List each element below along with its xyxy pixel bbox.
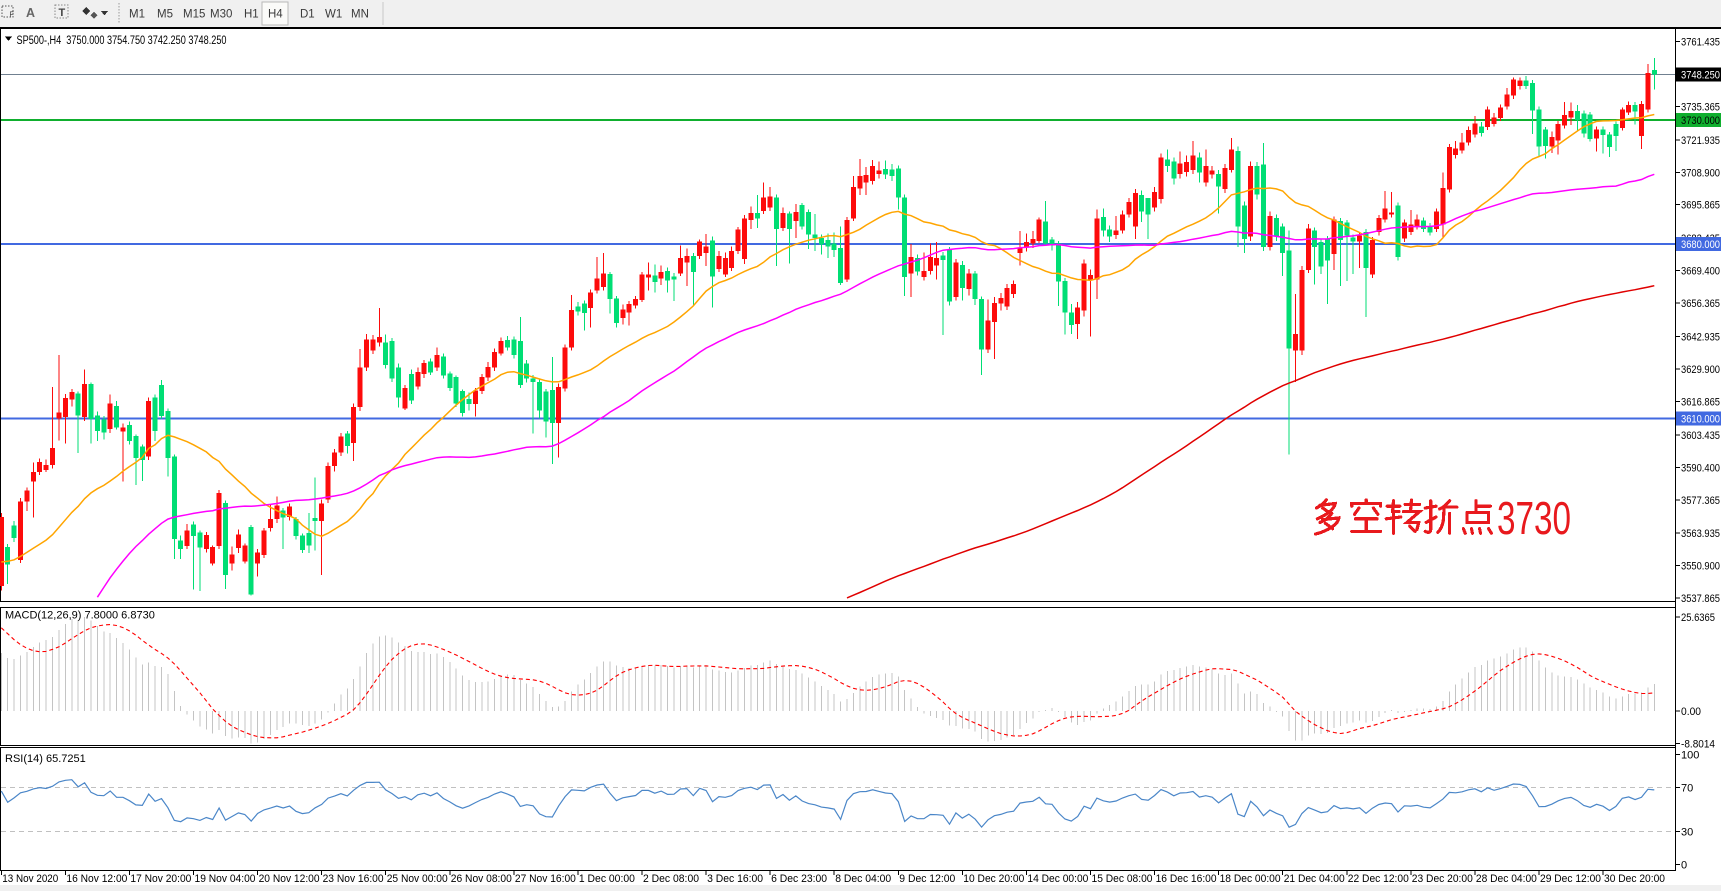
svg-text:T: T (59, 7, 66, 19)
svg-text:16 Nov 12:00: 16 Nov 12:00 (66, 873, 127, 885)
svg-text:3563.935: 3563.935 (1681, 528, 1720, 540)
svg-text:13 Nov 2020: 13 Nov 2020 (2, 873, 58, 885)
svg-text:3721.935: 3721.935 (1681, 135, 1720, 147)
svg-text:17 Nov 20:00: 17 Nov 20:00 (130, 873, 191, 885)
svg-text:M30: M30 (210, 9, 232, 21)
svg-text:30 Dec 20:00: 30 Dec 20:00 (1604, 873, 1665, 885)
svg-text:3669.400: 3669.400 (1681, 266, 1720, 278)
svg-text:18 Dec 00:00: 18 Dec 00:00 (1220, 873, 1281, 885)
svg-text:M1: M1 (129, 9, 145, 21)
svg-text:3730.000: 3730.000 (1681, 115, 1720, 127)
svg-text:15 Dec 08:00: 15 Dec 08:00 (1092, 873, 1153, 885)
svg-text:16 Dec 16:00: 16 Dec 16:00 (1156, 873, 1217, 885)
svg-text:20 Nov 12:00: 20 Nov 12:00 (259, 873, 320, 885)
svg-text:3656.365: 3656.365 (1681, 298, 1720, 310)
svg-text:MN: MN (351, 9, 369, 21)
svg-text:8 Dec 04:00: 8 Dec 04:00 (835, 873, 891, 885)
svg-text:100: 100 (1681, 750, 1699, 762)
svg-text:3642.935: 3642.935 (1681, 332, 1720, 344)
svg-text:21 Dec 04:00: 21 Dec 04:00 (1284, 873, 1345, 885)
svg-text:0.00: 0.00 (1681, 706, 1701, 718)
svg-text:3730: 3730 (1497, 492, 1571, 544)
svg-text:30: 30 (1681, 827, 1693, 839)
svg-text:26 Nov 08:00: 26 Nov 08:00 (451, 873, 512, 885)
svg-text:3708.900: 3708.900 (1681, 167, 1720, 179)
svg-text:3629.900: 3629.900 (1681, 364, 1720, 376)
svg-text:F: F (10, 12, 14, 19)
svg-text:3695.865: 3695.865 (1681, 200, 1720, 212)
svg-text:MACD(12,26,9) 7.8000 6.8730: MACD(12,26,9) 7.8000 6.8730 (5, 610, 155, 622)
svg-text:-8.8014: -8.8014 (1681, 738, 1715, 750)
svg-text:23 Dec 20:00: 23 Dec 20:00 (1412, 873, 1473, 885)
svg-text:14 Dec 00:00: 14 Dec 00:00 (1027, 873, 1088, 885)
svg-text:2 Dec 08:00: 2 Dec 08:00 (643, 873, 699, 885)
svg-text:3748.250: 3748.250 (1681, 69, 1720, 81)
svg-text:M5: M5 (157, 9, 173, 21)
svg-text:3537.865: 3537.865 (1681, 593, 1720, 605)
svg-text:3735.365: 3735.365 (1681, 101, 1720, 113)
svg-text:H1: H1 (244, 9, 259, 21)
svg-text:3616.865: 3616.865 (1681, 396, 1720, 408)
svg-text:0: 0 (1681, 860, 1687, 872)
svg-text:M15: M15 (183, 9, 205, 21)
svg-text:19 Nov 04:00: 19 Nov 04:00 (195, 873, 256, 885)
svg-text:70: 70 (1681, 783, 1693, 795)
svg-text:3680.000: 3680.000 (1681, 239, 1720, 251)
svg-text:22 Dec 12:00: 22 Dec 12:00 (1348, 873, 1409, 885)
svg-text:25 Nov 00:00: 25 Nov 00:00 (387, 873, 448, 885)
svg-text:9 Dec 12:00: 9 Dec 12:00 (899, 873, 955, 885)
svg-text:29 Dec 12:00: 29 Dec 12:00 (1540, 873, 1601, 885)
svg-text:28 Dec 04:00: 28 Dec 04:00 (1476, 873, 1537, 885)
svg-text:10 Dec 20:00: 10 Dec 20:00 (963, 873, 1024, 885)
svg-text:1 Dec 00:00: 1 Dec 00:00 (579, 873, 635, 885)
svg-text:3761.435: 3761.435 (1681, 37, 1720, 49)
svg-text:3590.400: 3590.400 (1681, 462, 1720, 474)
svg-text:23 Nov 16:00: 23 Nov 16:00 (323, 873, 384, 885)
svg-text:3577.365: 3577.365 (1681, 495, 1720, 507)
svg-text:3550.900: 3550.900 (1681, 561, 1720, 573)
svg-text:3603.435: 3603.435 (1681, 430, 1720, 442)
svg-text:27 Nov 16:00: 27 Nov 16:00 (515, 873, 576, 885)
svg-text:W1: W1 (325, 9, 342, 21)
svg-text:RSI(14) 65.7251: RSI(14) 65.7251 (5, 753, 86, 765)
svg-text:25.6365: 25.6365 (1681, 612, 1715, 624)
svg-text:3610.000: 3610.000 (1681, 414, 1720, 426)
svg-text:3 Dec 16:00: 3 Dec 16:00 (707, 873, 763, 885)
svg-text:6 Dec 23:00: 6 Dec 23:00 (771, 873, 827, 885)
svg-text:SP500-,H4 3750.000 3754.750 3: SP500-,H4 3750.000 3754.750 3742.250 374… (17, 35, 227, 47)
svg-text:D1: D1 (300, 9, 315, 21)
svg-text:A: A (26, 6, 35, 20)
svg-text:H4: H4 (268, 9, 283, 21)
